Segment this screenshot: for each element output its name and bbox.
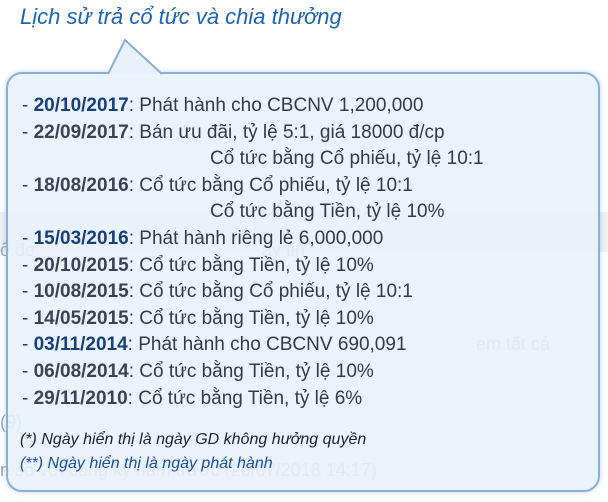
history-entry-continuation: Cổ tức bằng Tiền, tỷ lệ 10% <box>210 201 445 223</box>
entry-bullet: - <box>22 174 34 196</box>
history-entry: - 10/08/2015: Cổ tức bằng Cổ phiếu, tỷ l… <box>22 279 597 306</box>
entry-date: 20/10/2015 <box>33 254 129 276</box>
note-issue-date: (**) Ngày hiển thị là ngày phát hành <box>20 455 273 472</box>
history-entry: - 29/11/2010: Cổ tức bằng Tiền, tỷ lệ 6% <box>22 386 597 413</box>
entry-separator: : <box>128 254 140 276</box>
entry-date: 15/03/2016 <box>33 227 129 249</box>
entry-bullet: - <box>22 307 34 329</box>
entry-text: Phát hành riêng lẻ 6,000,000 <box>139 227 384 249</box>
history-entry: - 20/10/2015: Cổ tức bằng Tiền, tỷ lệ 10… <box>22 253 597 280</box>
entry-date: 18/08/2016 <box>33 174 129 196</box>
entry-text: Cổ tức bằng Tiền, tỷ lệ 6% <box>138 387 363 409</box>
note-record-date: (*) Ngày hiển thị là ngày GD không hưởng… <box>20 431 367 448</box>
entry-text: Cổ tức bằng Cổ phiếu, tỷ lệ 10:1 <box>139 281 413 303</box>
entry-text: Phát hành cho CBCNV 690,091 <box>138 334 407 356</box>
entry-separator: : <box>128 360 140 382</box>
entry-date: 10/08/2015 <box>33 281 129 303</box>
entry-bullet: - <box>22 334 34 356</box>
entry-text: Bán ưu đãi, tỷ lệ 5:1, giá 18000 đ/cp <box>139 121 445 143</box>
entry-separator: : <box>127 334 139 356</box>
entry-date: 14/05/2015 <box>33 307 129 329</box>
entry-date: 06/08/2014 <box>33 360 129 382</box>
entry-separator: : <box>128 174 140 196</box>
entry-bullet: - <box>22 387 34 409</box>
history-entry: - 20/10/2017: Phát hành cho CBCNV 1,200,… <box>22 93 597 120</box>
tooltip-notes: (*) Ngày hiển thị là ngày GD không hưởng… <box>20 428 366 476</box>
entry-text: Phát hành cho CBCNV 1,200,000 <box>139 95 424 116</box>
entry-separator: : <box>127 387 139 409</box>
entry-text: Cổ tức bằng Tiền, tỷ lệ 10% <box>139 360 374 382</box>
entry-separator: : <box>128 307 140 329</box>
history-entry: - 22/09/2017: Bán ưu đãi, tỷ lệ 5:1, giá… <box>22 120 597 147</box>
entry-separator: : <box>128 95 140 116</box>
dividend-history-tooltip <box>6 72 600 492</box>
entry-bullet: - <box>22 254 34 276</box>
entry-text: Cổ tức bằng Tiền, tỷ lệ 10% <box>139 254 374 276</box>
entry-date: 29/11/2010 <box>33 387 128 409</box>
entry-bullet: - <box>22 121 34 143</box>
history-entry: - 18/08/2016: Cổ tức bằng Cổ phiếu, tỷ l… <box>22 173 597 200</box>
entry-separator: : <box>128 227 140 249</box>
history-entry: - 15/03/2016: Phát hành riêng lẻ 6,000,0… <box>22 226 597 253</box>
history-entry: - 06/08/2014: Cổ tức bằng Tiền, tỷ lệ 10… <box>22 359 597 386</box>
entry-date: 22/09/2017 <box>33 121 129 143</box>
entry-separator: : <box>128 281 140 303</box>
entry-bullet: - <box>22 227 34 249</box>
history-entry-continuation: Cổ tức bằng Cổ phiếu, tỷ lệ 10:1 <box>210 148 484 170</box>
entry-bullet: - <box>22 95 34 116</box>
entry-bullet: - <box>22 360 34 382</box>
entry-bullet: - <box>22 281 34 303</box>
entry-date: 03/11/2014 <box>33 334 128 356</box>
entry-date: 20/10/2017 <box>33 95 129 116</box>
entry-separator: : <box>128 121 140 143</box>
entry-text: Cổ tức bằng Cổ phiếu, tỷ lệ 10:1 <box>139 174 413 196</box>
tooltip-title: Lịch sử trả cổ tức và chia thưởng <box>20 4 342 29</box>
history-entry: - 03/11/2014: Phát hành cho CBCNV 690,09… <box>22 332 597 359</box>
dividend-history-list: - 20/10/2017: Phát hành cho CBCNV 1,200,… <box>22 93 597 412</box>
entry-text: Cổ tức bằng Tiền, tỷ lệ 10% <box>139 307 374 329</box>
history-entry: - 14/05/2015: Cổ tức bằng Tiền, tỷ lệ 10… <box>22 306 597 333</box>
